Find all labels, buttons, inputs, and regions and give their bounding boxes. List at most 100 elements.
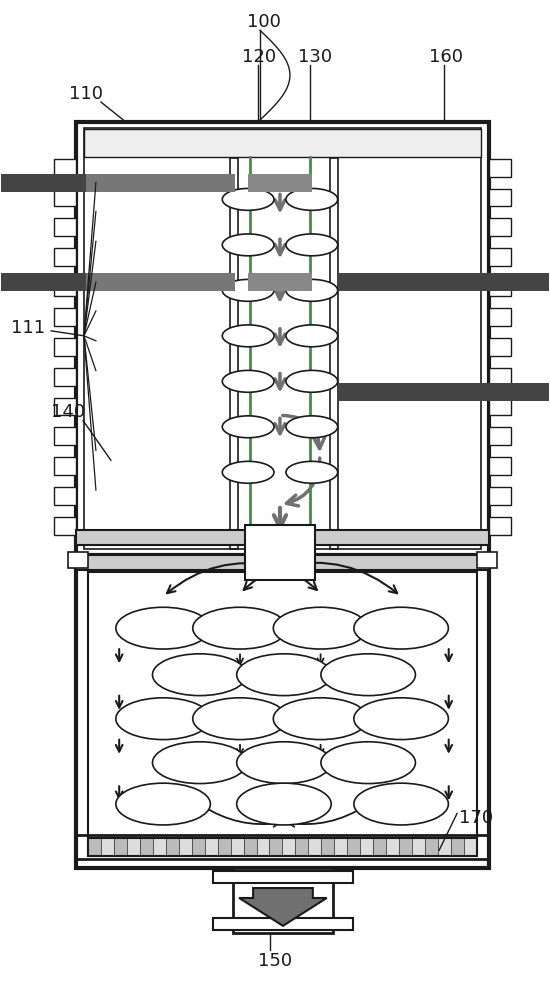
Text: 111: 111	[12, 319, 46, 337]
Bar	[233, 868, 333, 933]
Ellipse shape	[152, 742, 247, 784]
Bar	[489, 278, 511, 296]
Text: 130: 130	[298, 48, 332, 66]
Ellipse shape	[116, 698, 211, 740]
Bar	[329, 158, 338, 549]
Ellipse shape	[236, 742, 331, 784]
Bar	[54, 278, 76, 296]
Bar	[489, 368, 511, 386]
Bar	[114, 838, 127, 856]
Bar	[153, 838, 166, 856]
Bar	[360, 838, 373, 856]
Ellipse shape	[286, 188, 338, 210]
Ellipse shape	[286, 325, 338, 347]
Ellipse shape	[192, 698, 287, 740]
Bar	[230, 838, 244, 856]
Bar	[76, 530, 489, 545]
Bar	[321, 838, 334, 856]
Bar	[54, 308, 76, 326]
Bar	[464, 838, 477, 856]
Bar	[166, 838, 179, 856]
Ellipse shape	[286, 416, 338, 438]
Bar	[399, 838, 412, 856]
Bar	[54, 487, 76, 505]
Bar	[245, 525, 315, 580]
Bar	[213, 871, 353, 883]
Bar	[412, 838, 425, 856]
Text: 100: 100	[247, 13, 281, 31]
Bar	[54, 338, 76, 356]
Bar	[347, 838, 360, 856]
Bar	[179, 838, 192, 856]
Ellipse shape	[286, 279, 338, 301]
Ellipse shape	[354, 783, 448, 825]
Ellipse shape	[273, 607, 368, 649]
Bar	[192, 838, 205, 856]
Bar	[270, 838, 283, 856]
Bar	[76, 560, 489, 868]
Bar	[489, 517, 511, 535]
Bar	[127, 838, 140, 856]
Text: 140: 140	[51, 403, 85, 421]
Text: 160: 160	[429, 48, 463, 66]
Bar	[295, 838, 309, 856]
Bar	[489, 218, 511, 236]
Ellipse shape	[222, 461, 274, 483]
Bar	[54, 457, 76, 475]
Ellipse shape	[273, 698, 368, 740]
Bar	[489, 159, 511, 177]
Bar	[86, 174, 235, 192]
Ellipse shape	[286, 461, 338, 483]
Bar	[213, 918, 353, 930]
Ellipse shape	[116, 607, 211, 649]
Ellipse shape	[222, 370, 274, 392]
Ellipse shape	[354, 698, 448, 740]
Bar	[2, 174, 86, 192]
Bar	[54, 368, 76, 386]
Bar	[230, 158, 238, 549]
Bar	[68, 552, 88, 568]
Bar	[76, 555, 489, 570]
Ellipse shape	[286, 370, 338, 392]
Bar	[309, 838, 321, 856]
Bar	[76, 835, 489, 859]
Ellipse shape	[222, 325, 274, 347]
Bar	[248, 273, 312, 291]
Bar	[489, 189, 511, 206]
Ellipse shape	[222, 416, 274, 438]
Bar	[84, 129, 481, 157]
Ellipse shape	[222, 188, 274, 210]
FancyArrow shape	[239, 888, 327, 926]
Bar	[438, 838, 451, 856]
Bar	[477, 552, 497, 568]
Ellipse shape	[236, 783, 331, 825]
Bar	[54, 189, 76, 206]
Bar	[218, 838, 230, 856]
Bar	[489, 487, 511, 505]
Bar	[140, 838, 153, 856]
Bar	[283, 838, 295, 856]
Ellipse shape	[222, 279, 274, 301]
Ellipse shape	[286, 234, 338, 256]
Bar	[54, 248, 76, 266]
Bar	[54, 218, 76, 236]
Bar	[489, 398, 511, 415]
Bar	[489, 338, 511, 356]
Bar	[76, 122, 489, 555]
Bar	[256, 838, 270, 856]
Bar	[338, 273, 548, 291]
Ellipse shape	[116, 783, 211, 825]
Bar	[451, 838, 464, 856]
Bar	[334, 838, 347, 856]
Ellipse shape	[354, 607, 448, 649]
Bar	[88, 838, 101, 856]
Bar	[489, 248, 511, 266]
Ellipse shape	[321, 654, 415, 696]
Bar	[489, 308, 511, 326]
Bar	[244, 838, 256, 856]
Bar	[86, 273, 235, 291]
Text: 110: 110	[69, 85, 103, 103]
Bar	[54, 517, 76, 535]
Bar	[373, 838, 386, 856]
Bar	[489, 427, 511, 445]
